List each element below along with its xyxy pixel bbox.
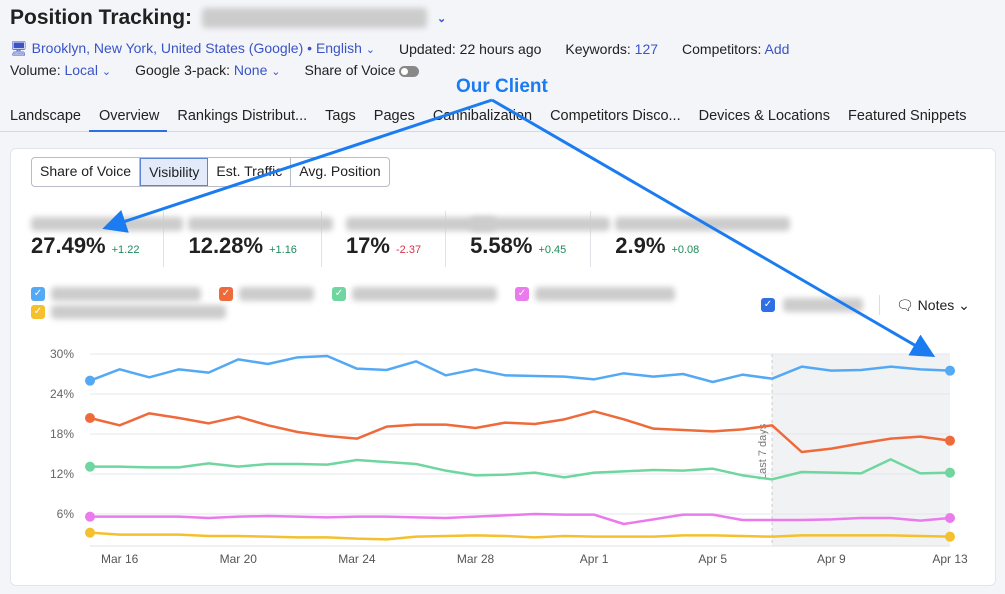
legend-checkbox[interactable]: ✓ <box>219 287 233 301</box>
pack-selector[interactable]: Google 3-pack: None ⌄ <box>135 62 281 78</box>
y-tick-label: 18% <box>50 427 74 441</box>
series-line <box>90 512 951 526</box>
y-tick-label: 24% <box>50 387 74 401</box>
series-endpoint <box>85 461 95 472</box>
series-endpoint <box>945 467 955 478</box>
series-endpoint <box>945 531 955 542</box>
series-domain <box>352 287 497 301</box>
monitor-icon: 🖥 <box>10 40 28 56</box>
series-line <box>89 531 951 541</box>
y-tick-label: 6% <box>57 507 75 521</box>
legend-item[interactable]: ✓ <box>332 287 497 301</box>
filters-row: Volume: Local ⌄ Google 3-pack: None ⌄ Sh… <box>10 62 420 78</box>
kpi-delta: +1.16 <box>269 244 297 256</box>
title-text: Position Tracking: <box>10 6 193 29</box>
updated-text: Updated: 22 hours ago <box>398 40 542 57</box>
legend-checkbox[interactable]: ✓ <box>31 305 45 319</box>
kpi-delta: +1.22 <box>111 244 140 256</box>
last-7-days-label: Last 7 days <box>757 423 769 480</box>
chevron-down-icon[interactable]: ⌄ <box>437 12 447 25</box>
series-endpoint <box>85 527 95 538</box>
tab-landscape[interactable]: Landscape <box>10 108 81 124</box>
x-tick-label: Mar 24 <box>338 552 376 566</box>
series-line <box>89 354 951 384</box>
x-tick-label: Apr 9 <box>817 552 846 566</box>
legend-item[interactable]: ✓ <box>219 287 314 301</box>
keywords: Keywords: 127 <box>565 40 659 57</box>
competitors: Competitors: Add <box>682 40 790 57</box>
kpi-value: 27.49% +1.22 <box>31 233 140 258</box>
volume-selector[interactable]: Volume: Local ⌄ <box>10 62 112 78</box>
info-row: 🖥 Brooklyn, New York, United States (Goo… <box>10 40 789 57</box>
series-endpoint <box>945 435 955 446</box>
x-tick-label: Mar 16 <box>101 552 139 566</box>
series-endpoint <box>945 513 955 523</box>
series-endpoint <box>85 375 95 386</box>
legend-checkbox[interactable]: ✓ <box>332 287 346 301</box>
kpi-delta: -2.37 <box>395 244 422 256</box>
legend-checkbox[interactable]: ✓ <box>31 287 45 301</box>
series-endpoint <box>85 413 95 423</box>
y-tick-label: 30% <box>50 347 74 361</box>
series-domain <box>239 287 314 301</box>
page-title: Position Tracking: ⌄ <box>10 6 446 30</box>
x-tick-label: Mar 20 <box>220 552 258 566</box>
series-domain <box>51 287 201 301</box>
x-tick-label: Mar 28 <box>457 552 495 566</box>
x-tick-label: Apr 5 <box>698 552 727 566</box>
kpi-value: 12.28% +1.16 <box>188 233 297 258</box>
annotation-label: Our Client <box>456 76 548 97</box>
legend-item[interactable]: ✓ <box>31 305 226 319</box>
series-domain <box>51 305 226 319</box>
series-endpoint <box>945 365 955 376</box>
y-tick-label: 12% <box>50 467 74 481</box>
add-competitors-link[interactable]: Add <box>764 40 790 57</box>
series-line <box>90 458 951 481</box>
project-domain <box>202 8 428 28</box>
x-tick-label: Apr 13 <box>932 552 968 566</box>
legend-item[interactable]: ✓ <box>31 287 201 301</box>
series-endpoint <box>85 511 95 522</box>
x-tick-label: Apr 1 <box>580 552 609 566</box>
sov-toggle[interactable]: Share of Voice <box>304 62 420 78</box>
location-selector[interactable]: 🖥 Brooklyn, New York, United States (Goo… <box>10 40 375 56</box>
series-line <box>89 410 951 454</box>
kpi-value: 17% -2.37 <box>345 233 422 258</box>
